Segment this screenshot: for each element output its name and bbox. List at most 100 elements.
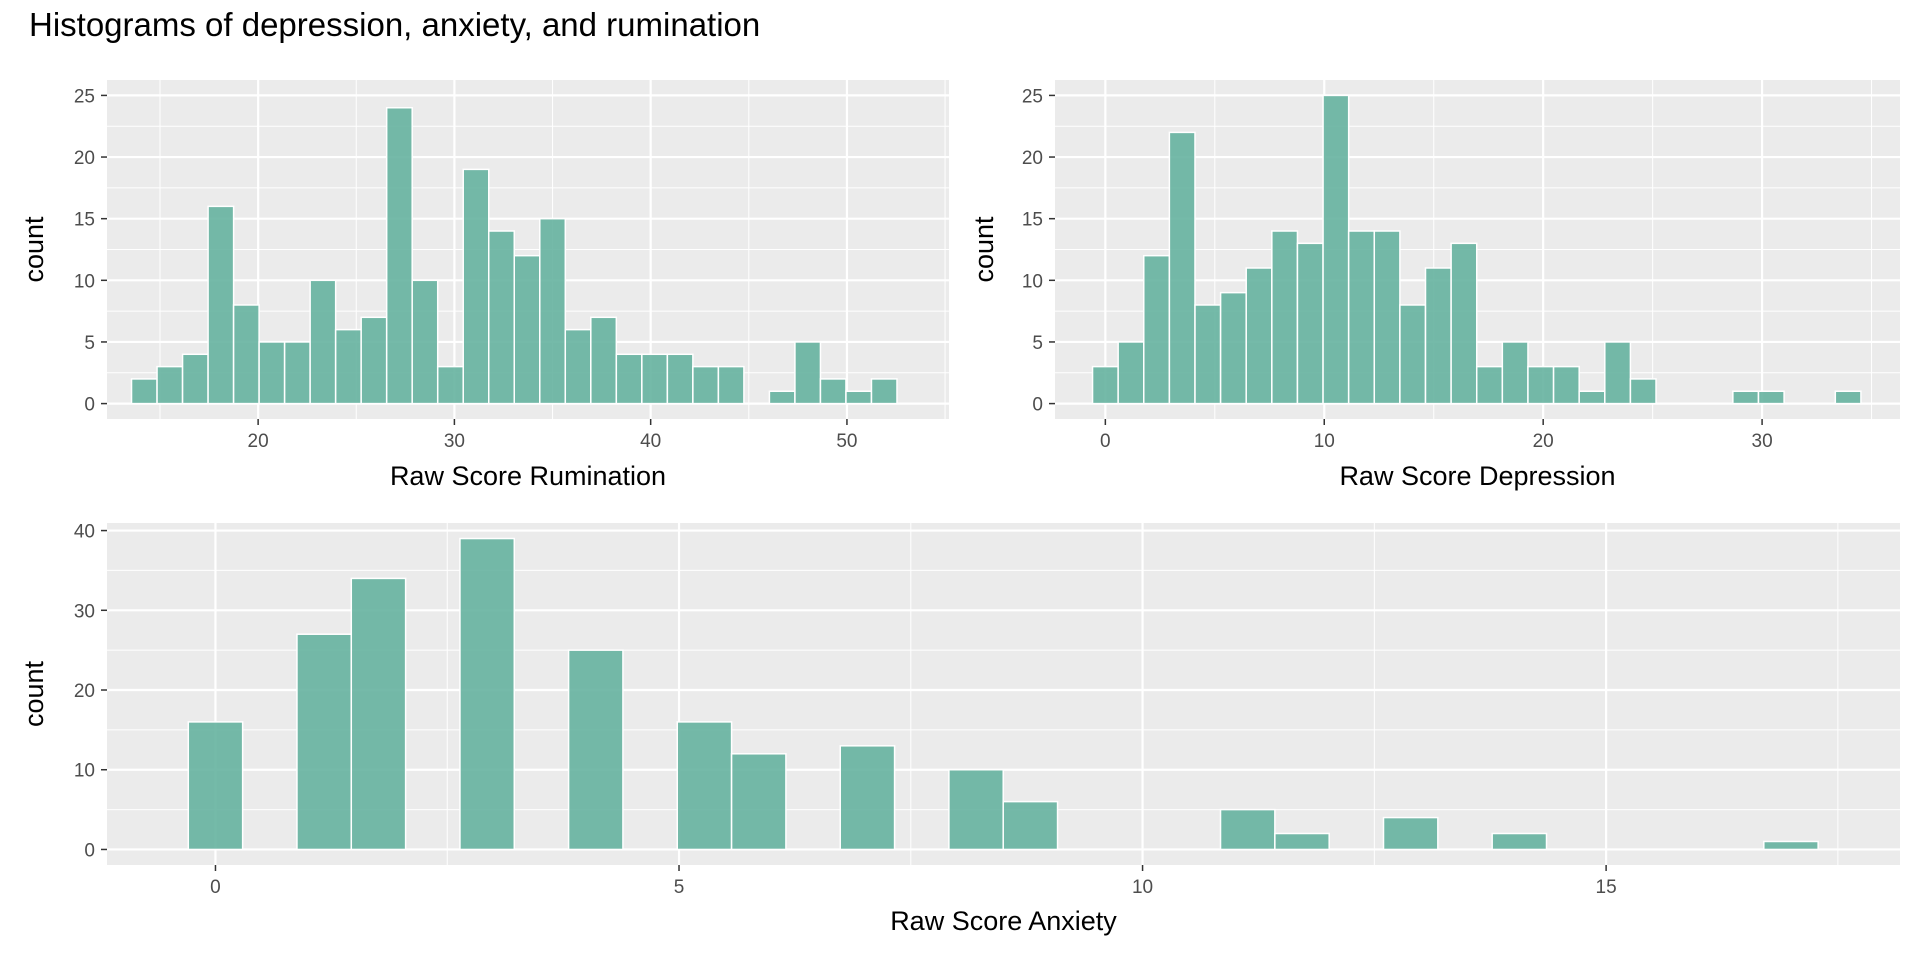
y-tick-label: 0 <box>1032 395 1043 416</box>
histogram-bar <box>1527 365 1555 405</box>
histogram-bar <box>730 753 787 851</box>
histogram-bar <box>615 353 643 405</box>
y-tick-label: 30 <box>74 601 95 622</box>
histogram-bar <box>539 217 567 405</box>
y-tick-label: 15 <box>74 210 95 231</box>
histogram-bar <box>948 768 1004 851</box>
y-axis-title: count <box>19 216 49 283</box>
histogram-bar <box>1271 230 1299 405</box>
histogram-bar <box>1450 242 1478 405</box>
histogram-bar <box>232 304 260 405</box>
histogram-bar <box>181 353 209 405</box>
x-tick-label: 20 <box>1533 431 1554 452</box>
x-tick-label: 30 <box>1752 431 1773 452</box>
histogram-bar <box>564 328 592 405</box>
x-tick-label: 0 <box>210 877 221 898</box>
x-tick-label: 30 <box>444 431 465 452</box>
y-tick-label: 20 <box>1022 148 1043 169</box>
histogram-bar <box>1002 800 1059 851</box>
histogram-bar <box>1604 341 1632 405</box>
histogram-bar <box>296 633 353 851</box>
histogram-bar <box>794 341 822 405</box>
y-tick-label: 5 <box>1032 333 1043 354</box>
histogram-bar <box>1373 230 1401 405</box>
x-tick-label: 50 <box>836 431 857 452</box>
histogram-bar <box>1763 840 1819 851</box>
histogram-bar <box>1424 267 1452 405</box>
histogram-bar <box>130 378 158 405</box>
histogram-bar <box>1578 390 1606 405</box>
y-tick-label: 40 <box>74 522 95 543</box>
histogram-bar <box>1322 94 1350 405</box>
histogram-panel-3: 0 5 10 15 0 10 20 30 40 Raw Score Anxiety count <box>19 522 1900 936</box>
histogram-bar <box>1347 230 1376 405</box>
histogram-bar <box>666 353 694 405</box>
histogram-bar <box>1552 365 1580 405</box>
histogram-bar <box>1732 390 1760 405</box>
histogram-bar <box>870 378 898 405</box>
histogram-bar <box>1168 131 1196 405</box>
x-tick-label: 10 <box>1132 877 1153 898</box>
histogram-bar <box>411 279 439 405</box>
histogram-bar <box>1491 832 1548 851</box>
histogram-bar <box>513 254 541 405</box>
histogram-bar <box>590 316 618 405</box>
histogram-bar <box>1501 341 1529 405</box>
histogram-bar <box>1143 254 1171 405</box>
histogram-bar <box>1091 365 1119 405</box>
histogram-bar <box>717 365 745 405</box>
y-tick-label: 5 <box>84 333 95 354</box>
histogram-bar <box>385 106 413 405</box>
x-tick-label: 20 <box>248 431 269 452</box>
y-axis-title: count <box>19 660 49 727</box>
histogram-bar <box>258 341 286 405</box>
y-tick-label: 15 <box>1022 210 1043 231</box>
histogram-bar <box>156 365 184 405</box>
y-tick-label: 0 <box>84 840 95 861</box>
histogram-bar <box>692 365 720 405</box>
x-tick-label: 0 <box>1100 431 1111 452</box>
histogram-bar <box>309 279 337 405</box>
histogram-bar <box>1757 390 1785 405</box>
histogram-bar <box>487 230 516 405</box>
y-tick-label: 25 <box>74 86 95 107</box>
histogram-bar <box>839 745 896 851</box>
histogram-bar <box>459 537 516 851</box>
x-tick-label: 10 <box>1314 431 1335 452</box>
x-axis-title: Raw Score Anxiety <box>890 906 1117 936</box>
histogram-bar <box>187 721 244 851</box>
histogram-bar <box>768 390 796 405</box>
histogram-bar <box>1834 390 1862 405</box>
histogram-bar <box>1475 365 1504 405</box>
histogram-bar <box>1219 291 1247 405</box>
x-axis-title: Raw Score Rumination <box>390 461 666 491</box>
histogram-bar <box>462 168 490 405</box>
y-tick-label: 10 <box>74 761 95 782</box>
y-tick-label: 20 <box>74 681 95 702</box>
histogram-bar <box>334 328 362 405</box>
histogram-bar <box>819 378 847 405</box>
histogram-bar <box>283 341 311 405</box>
histogram-bar <box>1629 378 1657 405</box>
histogram-bar <box>1274 832 1330 851</box>
y-tick-label: 25 <box>1022 86 1043 107</box>
histogram-bar <box>1194 304 1222 405</box>
histogram-bar <box>1382 816 1439 851</box>
histogram-bar <box>1245 267 1273 405</box>
x-tick-label: 15 <box>1596 877 1617 898</box>
histogram-bar <box>1117 341 1145 405</box>
histogram-bar <box>360 316 388 405</box>
x-axis-title: Raw Score Depression <box>1339 461 1615 491</box>
x-tick-label: 40 <box>640 431 661 452</box>
histogram-bar <box>641 353 669 405</box>
y-tick-label: 0 <box>84 395 95 416</box>
y-tick-label: 10 <box>74 271 95 292</box>
x-tick-label: 5 <box>674 877 685 898</box>
histogram-panel-1: 20 30 40 50 0 5 10 15 20 25 Raw Score Rumination co… <box>19 80 949 491</box>
histogram-bar <box>1296 242 1324 405</box>
histogram-bar <box>1219 808 1276 851</box>
chart-title: Histograms of depression, anxiety, and r… <box>29 6 761 43</box>
histogram-bar <box>207 205 235 405</box>
